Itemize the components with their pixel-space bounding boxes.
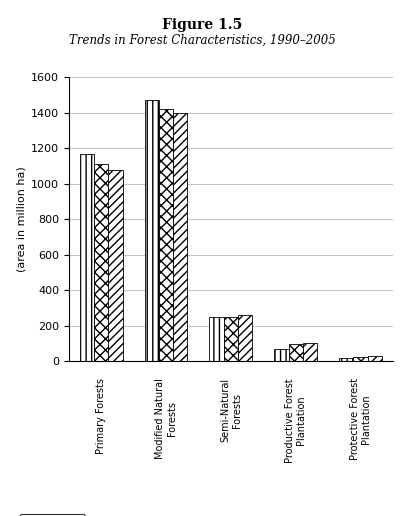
Text: Figure 1.5: Figure 1.5 <box>162 18 243 32</box>
Bar <box>303 343 317 361</box>
Bar <box>224 317 238 361</box>
Bar <box>80 154 94 361</box>
Bar <box>109 170 123 361</box>
Bar <box>145 101 159 361</box>
Bar <box>209 317 224 361</box>
Bar <box>288 344 303 361</box>
Bar <box>274 349 288 361</box>
Text: Productive Forest
Plantation: Productive Forest Plantation <box>285 378 307 463</box>
Bar <box>339 358 353 361</box>
Bar <box>173 113 188 361</box>
Y-axis label: (area in million ha): (area in million ha) <box>17 167 27 272</box>
Bar <box>353 357 368 361</box>
Text: Protective Forest
Plantation: Protective Forest Plantation <box>350 378 371 460</box>
Text: Modified Natural
Forests: Modified Natural Forests <box>155 378 177 459</box>
Text: Primary Forests: Primary Forests <box>96 378 106 454</box>
Text: Semi-Natural
Forests: Semi-Natural Forests <box>220 378 242 442</box>
Bar <box>238 315 252 361</box>
Text: Trends in Forest Characteristics, 1990–2005: Trends in Forest Characteristics, 1990–2… <box>69 34 336 46</box>
Bar <box>368 356 382 361</box>
Bar <box>159 109 173 361</box>
Bar <box>94 164 109 361</box>
Legend: 1990, 2000, 2005: 1990, 2000, 2005 <box>19 514 85 516</box>
